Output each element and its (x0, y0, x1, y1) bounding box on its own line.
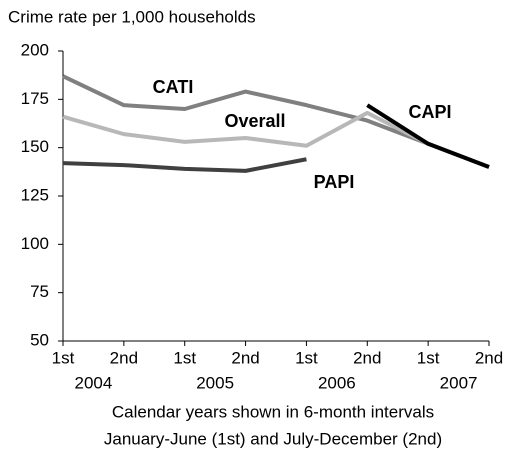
chart-title: Crime rate per 1,000 households (8, 7, 256, 26)
x-group-label: 2007 (440, 373, 478, 392)
x-tick-label: 1st (295, 348, 318, 367)
x-group-label: 2006 (318, 373, 356, 392)
series-line (366, 103, 490, 169)
y-tick-label: 200 (21, 40, 49, 59)
series-label: CAPI (408, 102, 451, 122)
x-axis-title: January-June (1st) and July-December (2n… (104, 429, 442, 448)
series-line (62, 157, 307, 173)
y-tick-label: 150 (21, 137, 49, 156)
y-tick-label: 50 (30, 330, 49, 349)
y-tick-label: 100 (21, 234, 49, 253)
series-label: PAPI (314, 172, 355, 192)
x-tick-label: 1st (417, 348, 440, 367)
y-tick-label: 75 (30, 282, 49, 301)
y-tick-label: 125 (21, 185, 49, 204)
x-group-label: 2005 (196, 373, 234, 392)
x-axis-title: Calendar years shown in 6-month interval… (112, 402, 434, 421)
x-tick-label: 2nd (353, 348, 381, 367)
x-tick-label: 1st (52, 348, 75, 367)
y-tick-label: 175 (21, 89, 49, 108)
x-tick-label: 1st (173, 348, 196, 367)
x-tick-label: 2nd (110, 348, 138, 367)
x-tick-label: 2nd (475, 348, 503, 367)
series-label: CATI (153, 77, 194, 97)
x-tick-label: 2nd (231, 348, 259, 367)
x-group-label: 2004 (75, 373, 113, 392)
series-label: Overall (224, 111, 285, 131)
